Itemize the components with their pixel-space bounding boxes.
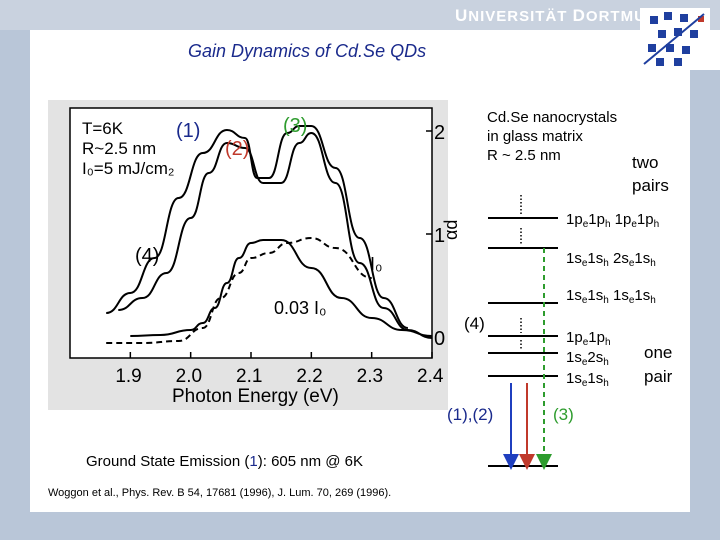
curve-4-label: (4) <box>135 245 159 267</box>
series-line-3 <box>106 125 409 329</box>
diagram-title-line2: in glass matrix <box>487 128 583 145</box>
intensity-label: I₀ <box>370 254 382 274</box>
ytick-2-label: 2 <box>434 122 445 144</box>
xtick-label-6: 2.4 <box>417 366 444 387</box>
right-band <box>690 70 720 540</box>
header-band <box>0 0 720 30</box>
one-pair-line2: pair <box>644 367 673 386</box>
diagram-label-3: (3) <box>553 405 574 424</box>
curve-2-label: (2) <box>225 138 249 160</box>
one-pair-line1: one <box>644 343 672 362</box>
x-ticks: 1.9 2.0 2.1 2.2 2.3 2.4 <box>115 352 444 387</box>
two-pairs-line1: two <box>632 153 658 172</box>
reduced-intensity-label: 0.03 I₀ <box>274 298 327 318</box>
series-line-2 <box>118 131 433 339</box>
y-axis-label: αd <box>441 220 461 240</box>
xtick-label-5: 2.3 <box>357 366 383 387</box>
diagram-label-1-2: (1),(2) <box>447 405 493 424</box>
legend-radius: R~2.5 nm <box>82 139 156 158</box>
label-1pe1ph: 1pe1ph <box>566 329 611 348</box>
label-1se2sh: 1se2sh <box>566 349 609 368</box>
curve-1-label: (1) <box>176 120 200 142</box>
xtick-label-4: 2.2 <box>296 366 322 387</box>
xtick-label-3: 2.1 <box>236 366 262 387</box>
slide-title: Gain Dynamics of Cd.Se QDs <box>188 41 427 61</box>
ytick-1-label: 1 <box>434 225 445 247</box>
diagram-label-4: (4) <box>464 314 485 333</box>
citation: Woggon et al., Phys. Rev. B 54, 17681 (1… <box>48 487 391 499</box>
university-logo-icon <box>640 8 710 70</box>
label-1se1sh-2se1sh: 1se1sh 2se1sh <box>566 250 656 269</box>
two-pairs-line2: pairs <box>632 176 669 195</box>
legend-temperature: T=6K <box>82 119 124 138</box>
legend-intensity: I₀=5 mJ/cm₂ <box>82 159 175 178</box>
xtick-label-1: 1.9 <box>115 366 141 387</box>
curves <box>106 125 433 344</box>
x-axis-label: Photon Energy (eV) <box>172 386 339 407</box>
diagram-title-line3: R ~ 2.5 nm <box>487 147 561 164</box>
curve-3-label: (3) <box>283 115 307 137</box>
bottom-band <box>0 512 720 540</box>
label-1se1sh: 1se1sh <box>566 370 609 389</box>
series-line-4 <box>106 236 372 344</box>
plot-frame <box>70 108 432 358</box>
label-1se1sh-1se1sh: 1se1sh 1se1sh <box>566 287 656 306</box>
left-band <box>0 30 30 540</box>
title-box <box>30 30 640 74</box>
diagram-title-line1: Cd.Se nanocrystals <box>487 109 617 126</box>
ground-state-emission: Ground State Emission (1): 605 nm @ 6K <box>86 453 363 470</box>
label-1pe1ph-1pe1ph: 1pe1ph 1pe1ph <box>566 211 659 230</box>
ytick-0-label: 0 <box>434 328 445 350</box>
xtick-label-2: 2.0 <box>176 366 202 387</box>
series-line-1 <box>130 239 433 337</box>
